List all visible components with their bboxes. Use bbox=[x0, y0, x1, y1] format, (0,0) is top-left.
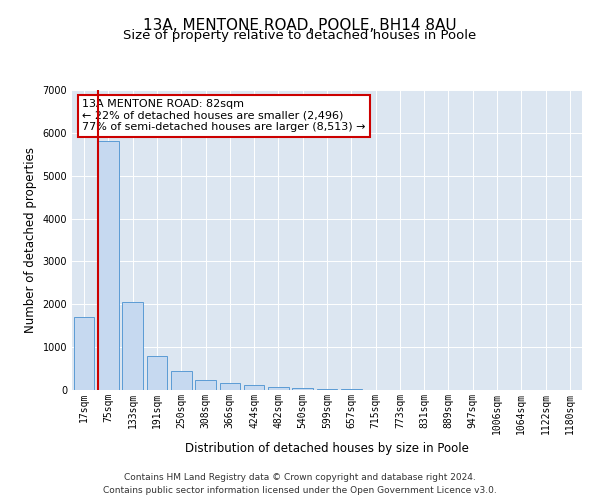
Bar bbox=[268, 387, 289, 390]
Bar bbox=[195, 380, 216, 390]
Text: Size of property relative to detached houses in Poole: Size of property relative to detached ho… bbox=[124, 29, 476, 42]
Bar bbox=[74, 317, 94, 390]
Bar bbox=[171, 370, 191, 390]
Bar bbox=[244, 386, 265, 390]
Bar bbox=[220, 383, 240, 390]
Bar bbox=[292, 388, 313, 390]
X-axis label: Distribution of detached houses by size in Poole: Distribution of detached houses by size … bbox=[185, 442, 469, 455]
Bar bbox=[122, 302, 143, 390]
Text: 13A, MENTONE ROAD, POOLE, BH14 8AU: 13A, MENTONE ROAD, POOLE, BH14 8AU bbox=[143, 18, 457, 32]
Bar bbox=[317, 388, 337, 390]
Bar bbox=[98, 142, 119, 390]
Text: Contains HM Land Registry data © Crown copyright and database right 2024.
Contai: Contains HM Land Registry data © Crown c… bbox=[103, 474, 497, 495]
Bar bbox=[146, 356, 167, 390]
Text: 13A MENTONE ROAD: 82sqm
← 22% of detached houses are smaller (2,496)
77% of semi: 13A MENTONE ROAD: 82sqm ← 22% of detache… bbox=[82, 99, 366, 132]
Y-axis label: Number of detached properties: Number of detached properties bbox=[24, 147, 37, 333]
